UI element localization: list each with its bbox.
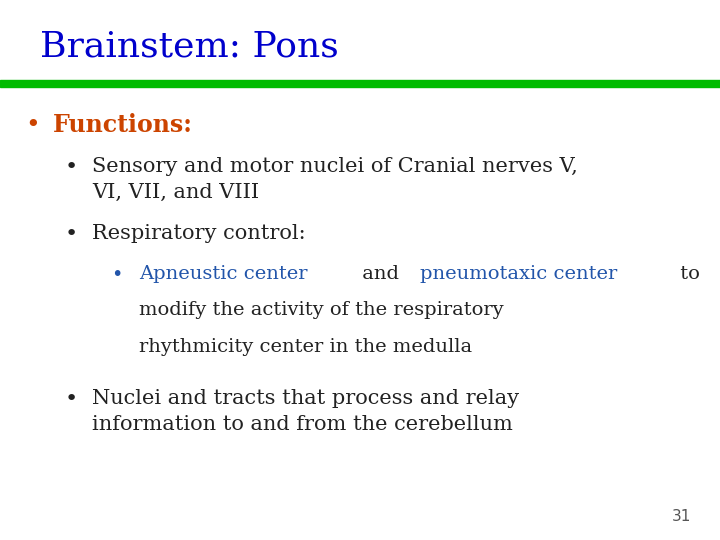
Text: Nuclei and tracts that process and relay
information to and from the cerebellum: Nuclei and tracts that process and relay… xyxy=(92,389,519,434)
Text: and: and xyxy=(356,265,405,282)
Text: Functions:: Functions: xyxy=(53,113,192,137)
Bar xyxy=(0,80,720,87)
Text: Apneustic center: Apneustic center xyxy=(139,265,307,282)
Text: 31: 31 xyxy=(672,509,691,524)
Text: Sensory and motor nuclei of Cranial nerves V,
VI, VII, and VIII: Sensory and motor nuclei of Cranial nerv… xyxy=(92,157,578,202)
Text: •: • xyxy=(112,265,123,284)
Text: modify the activity of the respiratory: modify the activity of the respiratory xyxy=(139,301,503,319)
Text: Respiratory control:: Respiratory control: xyxy=(92,224,306,243)
Text: •: • xyxy=(65,224,78,244)
Text: pneumotaxic center: pneumotaxic center xyxy=(420,265,617,282)
Text: to: to xyxy=(675,265,701,282)
Text: •: • xyxy=(65,389,78,409)
Text: •: • xyxy=(25,113,40,137)
Text: •: • xyxy=(65,157,78,177)
Text: Brainstem: Pons: Brainstem: Pons xyxy=(40,30,338,64)
Text: rhythmicity center in the medulla: rhythmicity center in the medulla xyxy=(139,338,472,356)
